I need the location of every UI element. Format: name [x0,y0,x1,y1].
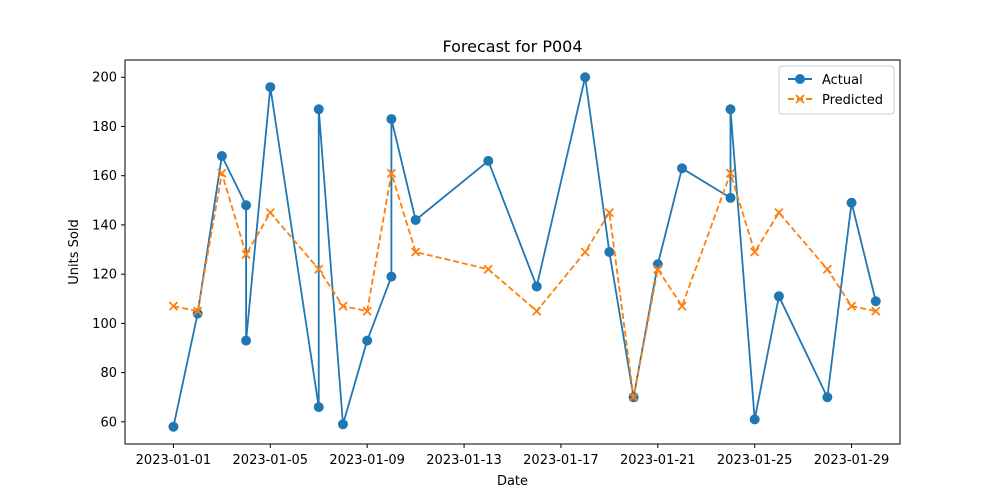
series-predicted-point [846,301,857,311]
series-predicted-point [362,306,372,316]
series-actual-point [386,114,397,125]
x-axis-label: Date [497,474,528,489]
series-actual-point [362,335,373,346]
series-predicted-point [265,207,275,218]
y-tick-label: 120 [92,268,117,283]
y-tick-label: 160 [92,169,117,184]
series-actual-point [725,104,736,115]
series-predicted-point [677,301,687,311]
x-tick-label: 2023-01-29 [814,453,890,468]
series-predicted-point [338,301,348,311]
series-predicted-point [532,306,542,316]
y-tick-label: 180 [92,120,117,135]
series-predicted-point [653,264,663,274]
series-actual-point [604,247,615,257]
series-predicted-point [168,301,179,311]
series-predicted-point [483,264,493,274]
series-predicted-point [410,247,421,257]
series-actual-point [313,104,324,115]
y-tick-label: 60 [100,415,117,430]
series-actual-point [846,197,857,208]
y-axis-label: Units Sold [67,219,82,284]
x-tick-label: 2023-01-05 [233,453,309,468]
legend: Actual Predicted [778,65,895,115]
series-actual-point [241,335,252,346]
x-tick-label: 2023-01-21 [620,453,696,468]
y-axis-ticks: 60 80 100 120 140 160 180 200 [92,71,125,430]
x-tick-label: 2023-01-09 [329,453,405,468]
series-predicted-point [725,168,736,178]
legend-actual-marker [795,74,805,84]
series-predicted-point [774,207,784,218]
y-tick-label: 200 [92,71,117,86]
series-actual-point [822,392,833,403]
series-actual-point [531,281,542,292]
legend-predicted-label: Predicted [822,93,883,108]
series-actual-point [337,419,348,430]
series-actual-point [386,271,397,282]
series-actual-point [773,291,784,302]
series-actual-point [241,200,252,211]
x-axis-ticks: 2023-01-01 2023-01-05 2023-01-09 2023-01-13… [136,444,890,468]
y-tick-label: 140 [92,218,117,233]
series-actual-point [216,151,227,161]
series-predicted-point [871,306,881,316]
series-actual-point [410,215,421,225]
series-predicted-point [628,392,639,402]
series-actual-point [870,296,881,307]
legend-predicted-marker [795,94,805,104]
series-actual-point [677,163,688,174]
series-actual-point [749,414,760,425]
series-actual-point [580,72,591,83]
series-predicted-point [580,247,590,257]
y-tick-label: 100 [92,317,117,332]
series-actual-point [313,402,324,413]
series-actual-point [265,82,276,93]
legend-actual-label: Actual [822,73,863,88]
plot-frame [124,59,901,445]
series-actual-point [725,192,736,203]
series-layer [168,72,881,432]
series-predicted-point [314,264,324,274]
series-predicted-point [386,168,397,178]
series-predicted-point [750,247,760,257]
series-actual-point [483,155,494,166]
x-tick-label: 2023-01-17 [523,453,599,468]
series-predicted-point [241,249,251,260]
y-tick-label: 80 [100,366,117,381]
x-tick-label: 2023-01-13 [426,453,502,468]
x-tick-label: 2023-01-01 [136,453,212,468]
series-actual-point [652,259,663,270]
series-predicted-point [217,168,227,178]
series-predicted-point [193,306,203,316]
series-predicted-point [822,264,832,274]
chart-title: Forecast for P004 [442,37,582,56]
series-predicted-point [604,207,615,218]
x-tick-label: 2023-01-25 [717,453,793,468]
series-actual-point [168,421,179,432]
